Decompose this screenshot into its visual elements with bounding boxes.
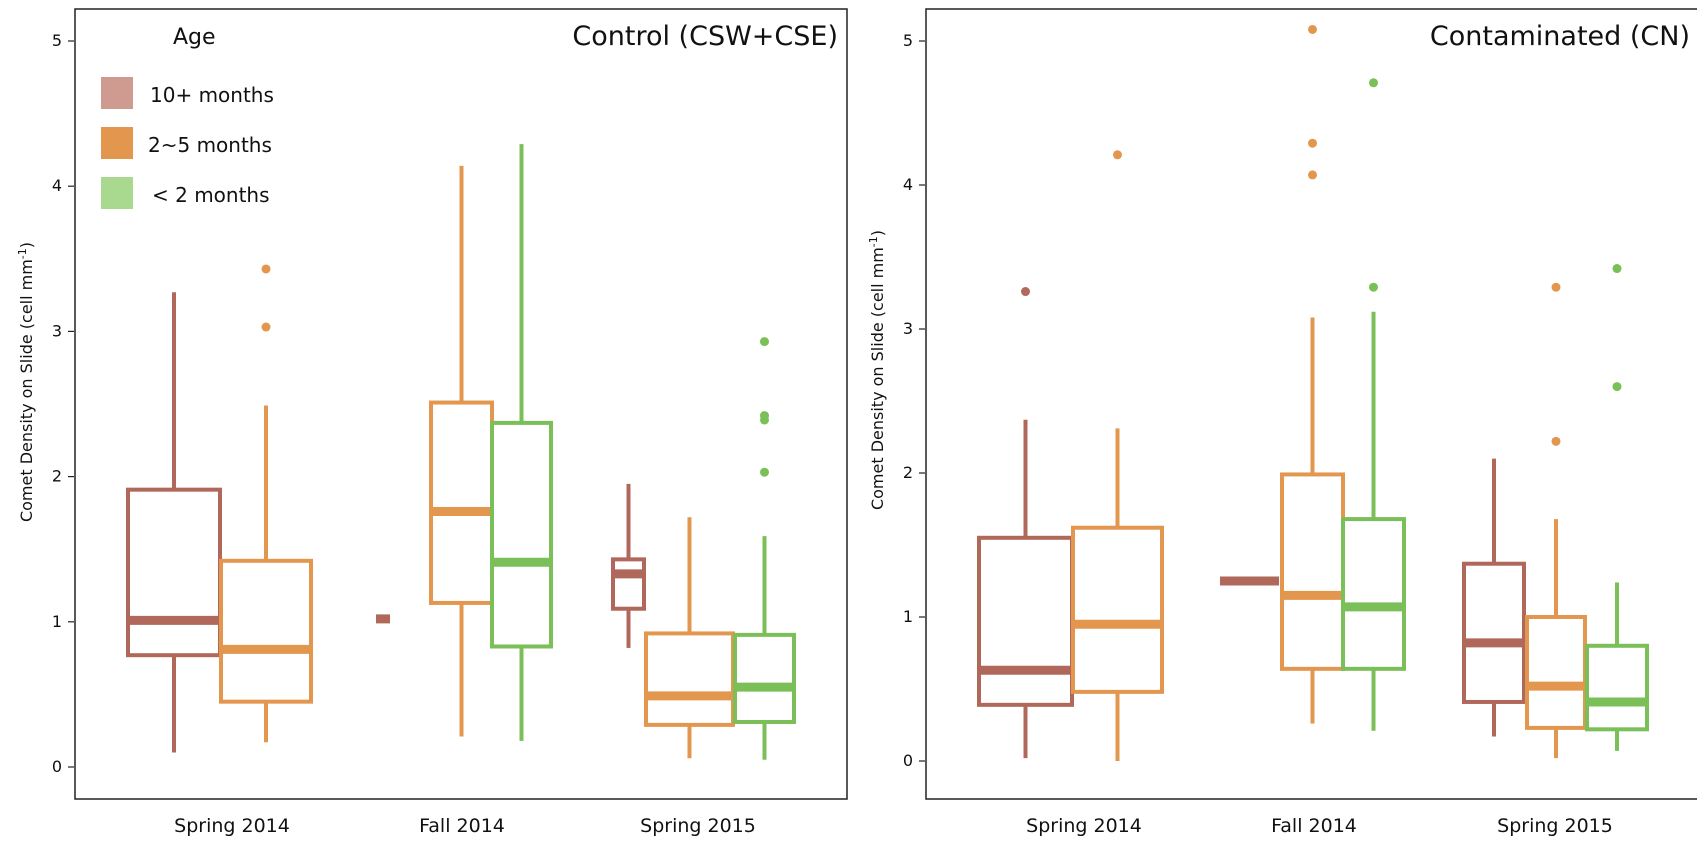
outlier-point [1551, 436, 1561, 446]
y-tick-label: 4 [52, 176, 62, 195]
legend-swatch-2to5 [101, 127, 133, 159]
y-axis-label: Comet Density on Slide (cell mm-1) [16, 242, 36, 522]
legend-swatch-under2 [101, 177, 133, 209]
x-category-label: Spring 2014 [174, 815, 290, 837]
x-category-labels: Spring 2014 Fall 2014 Spring 2015 [1026, 815, 1613, 837]
box-marks [977, 24, 1649, 761]
box-iqr [1525, 615, 1587, 730]
panel-title: Contaminated (CN) [1430, 21, 1690, 52]
y-tick-label: 5 [52, 31, 62, 50]
contaminated-panel: Contaminated (CN) Comet Density on Slide… [867, 8, 1697, 837]
y-tick-label: 3 [52, 321, 62, 340]
box-iqr [1341, 517, 1406, 671]
legend-title: Age [173, 25, 216, 50]
outlier-point [261, 264, 271, 274]
box-iqr [611, 557, 646, 611]
y-tick-label: 4 [903, 175, 913, 194]
legend-swatch-10plus [101, 77, 133, 109]
y-tick-label: 1 [903, 607, 913, 626]
outlier-point [1021, 287, 1030, 297]
outlier-point [1369, 78, 1378, 88]
legend: Age 10+ months 2~5 months < 2 months [101, 25, 274, 209]
box-iqr [1280, 472, 1345, 671]
y-tick-label: 0 [903, 751, 913, 770]
legend-label-2to5: 2~5 months [148, 133, 272, 157]
x-category-label: Spring 2015 [1497, 815, 1613, 837]
y-tick-label: 2 [903, 463, 913, 482]
outlier-point [1308, 24, 1317, 34]
x-category-label: Fall 2014 [419, 815, 505, 837]
control-panel: Control (CSW+CSE) Comet Density on Slide… [16, 8, 848, 837]
y-tick-label: 5 [903, 31, 913, 50]
y-ticks: 0 1 2 3 4 5 [903, 31, 925, 770]
box-iqr [429, 400, 494, 605]
legend-label-10plus: 10+ months [150, 83, 274, 107]
outlier-point [261, 322, 271, 332]
x-category-label: Fall 2014 [1271, 815, 1357, 837]
panel-title: Control (CSW+CSE) [572, 21, 838, 52]
y-tick-label: 0 [52, 757, 62, 776]
box-iqr [1462, 561, 1526, 704]
x-category-label: Spring 2014 [1026, 815, 1142, 837]
outlier-point [1612, 264, 1622, 274]
box-iqr [977, 535, 1074, 707]
outlier-point [760, 411, 769, 421]
y-tick-label: 2 [52, 467, 62, 486]
box-iqr [733, 632, 796, 724]
box-iqr [1071, 525, 1164, 694]
outlier-point [1308, 170, 1317, 180]
y-tick-label: 3 [903, 319, 913, 338]
box-iqr [490, 420, 553, 649]
box-iqr [219, 558, 313, 704]
x-category-labels: Spring 2014 Fall 2014 Spring 2015 [174, 815, 756, 837]
plot-frame [925, 8, 1697, 800]
outlier-point [1551, 282, 1561, 292]
y-tick-label: 1 [52, 612, 62, 631]
outlier-point [760, 337, 769, 347]
legend-label-under2: < 2 months [152, 183, 270, 207]
box-iqr [644, 631, 735, 727]
outlier-point [1113, 150, 1122, 160]
outlier-point [1369, 282, 1378, 292]
y-ticks: 0 1 2 3 4 5 [52, 31, 74, 776]
y-axis-label: Comet Density on Slide (cell mm-1) [867, 230, 887, 510]
x-category-label: Spring 2015 [640, 815, 756, 837]
outlier-point [1308, 138, 1317, 148]
outlier-point [760, 467, 769, 477]
outlier-point [1612, 382, 1622, 392]
box-iqr [1585, 643, 1649, 732]
box-marks [126, 144, 796, 760]
box-iqr [126, 487, 222, 658]
plot-frame [74, 8, 848, 800]
